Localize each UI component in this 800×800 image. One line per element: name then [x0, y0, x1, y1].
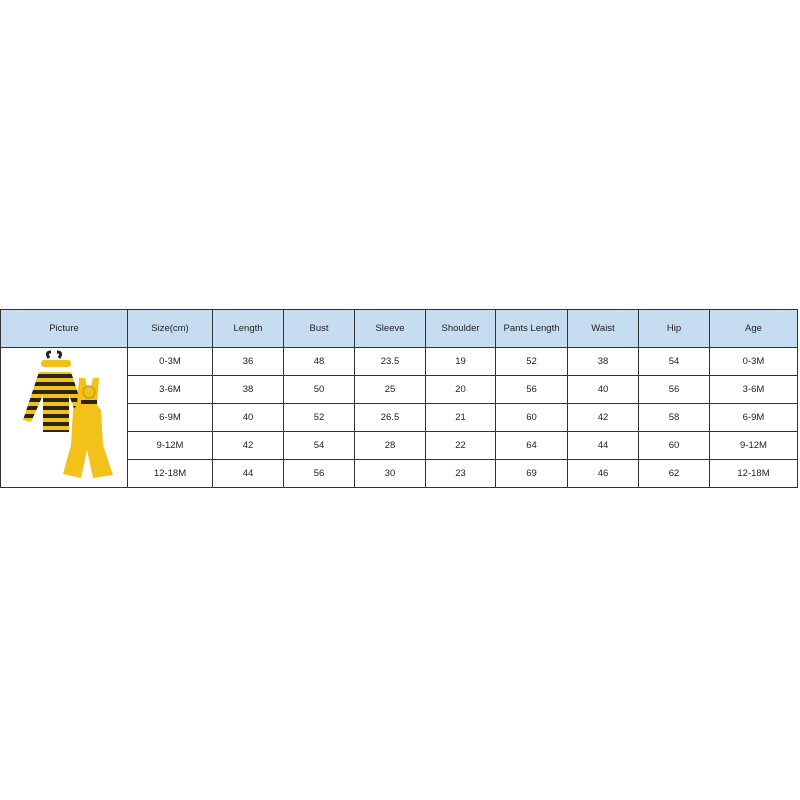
cell-shoulder: 22: [425, 431, 496, 460]
column-header-waist: Waist: [567, 309, 639, 348]
cell-shoulder: 19: [425, 347, 496, 376]
table-row: 6-9M 40 52 26.5 21 60 42 58 6-9M: [1, 403, 798, 432]
column-header-shoulder: Shoulder: [425, 309, 496, 348]
cell-hip: 56: [638, 375, 710, 404]
cell-waist: 46: [567, 459, 639, 488]
table-row: 9-12M 42 54 28 22 64 44 60 9-12M: [1, 431, 798, 460]
cell-age: 6-9M: [709, 403, 798, 432]
cell-waist: 42: [567, 403, 639, 432]
cell-pants-length: 52: [495, 347, 568, 376]
cell-hip: 54: [638, 347, 710, 376]
cell-waist: 44: [567, 431, 639, 460]
column-header-age: Age: [709, 309, 798, 348]
cell-size-cm: 6-9M: [127, 403, 213, 432]
cell-shoulder: 21: [425, 403, 496, 432]
cell-length: 44: [212, 459, 284, 488]
cell-sleeve: 30: [354, 459, 426, 488]
cell-bust: 56: [283, 459, 355, 488]
product-picture-cell: [0, 347, 128, 488]
cell-sleeve: 25: [354, 375, 426, 404]
cell-length: 40: [212, 403, 284, 432]
cell-pants-length: 69: [495, 459, 568, 488]
column-header-size-cm: Size(cm): [127, 309, 213, 348]
cell-shoulder: 20: [425, 375, 496, 404]
column-header-pants-length: Pants Length: [495, 309, 568, 348]
cell-bust: 50: [283, 375, 355, 404]
cell-bust: 48: [283, 347, 355, 376]
column-header-length: Length: [212, 309, 284, 348]
cell-length: 36: [212, 347, 284, 376]
cell-age: 9-12M: [709, 431, 798, 460]
cell-sleeve: 23.5: [354, 347, 426, 376]
cell-hip: 60: [638, 431, 710, 460]
size-chart-table: Picture Size(cm) Length Bust Sleeve Shoulder P…: [0, 309, 798, 488]
cell-sleeve: 26.5: [354, 403, 426, 432]
cell-age: 3-6M: [709, 375, 798, 404]
cell-waist: 38: [567, 347, 639, 376]
cell-shoulder: 23: [425, 459, 496, 488]
cell-size-cm: 12-18M: [127, 459, 213, 488]
column-header-picture: Picture: [0, 309, 128, 348]
cell-hip: 58: [638, 403, 710, 432]
cell-sleeve: 28: [354, 431, 426, 460]
cell-bust: 52: [283, 403, 355, 432]
cell-size-cm: 3-6M: [127, 375, 213, 404]
cell-size-cm: 9-12M: [127, 431, 213, 460]
header-row: Picture Size(cm) Length Bust Sleeve Shoulder P…: [0, 309, 798, 348]
cell-size-cm: 0-3M: [127, 347, 213, 376]
column-header-sleeve: Sleeve: [354, 309, 426, 348]
cell-pants-length: 60: [495, 403, 568, 432]
table-row: 3-6M 38 50 25 20 56 40 56 3-6M: [1, 375, 798, 404]
bee-outfit-image-icon: [23, 350, 113, 478]
table-row: 0-3M 36 48 23.5 19 52 38 54 0-3M: [0, 347, 798, 488]
cell-pants-length: 56: [495, 375, 568, 404]
cell-bust: 54: [283, 431, 355, 460]
cell-age: 0-3M: [709, 347, 798, 376]
cell-pants-length: 64: [495, 431, 568, 460]
cell-waist: 40: [567, 375, 639, 404]
cell-length: 42: [212, 431, 284, 460]
column-header-hip: Hip: [638, 309, 710, 348]
cell-length: 38: [212, 375, 284, 404]
cell-age: 12-18M: [709, 459, 798, 488]
column-header-bust: Bust: [283, 309, 355, 348]
cell-hip: 62: [638, 459, 710, 488]
table-row: 12-18M 44 56 30 23 69 46 62 12-18M: [1, 459, 798, 488]
